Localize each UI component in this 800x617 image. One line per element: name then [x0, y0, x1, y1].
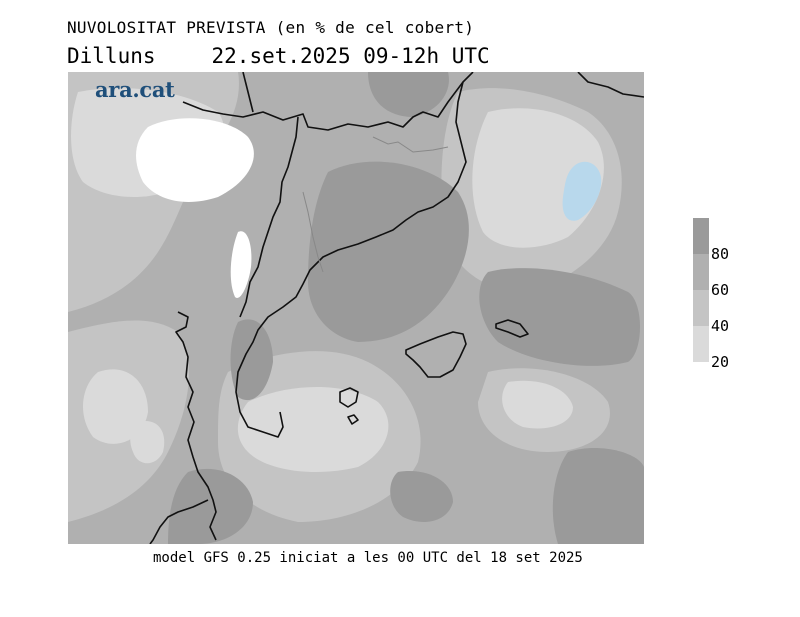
ara-cat-logo: ara.cat — [95, 77, 175, 102]
legend-swatch-light — [693, 290, 709, 326]
clear-sky-regions — [136, 118, 254, 298]
borders — [302, 136, 449, 273]
forecast-date: 22.set.2025 09-12h UTC — [211, 44, 490, 68]
cloud-cover-map — [68, 72, 644, 544]
islands — [339, 319, 529, 425]
island-mallorca — [405, 331, 467, 378]
legend-label-40: 40 — [711, 317, 730, 335]
island-menorca — [495, 319, 529, 338]
legend-swatch-dense — [693, 218, 709, 254]
legend-label-80: 80 — [711, 245, 730, 263]
forecast-day: Dilluns — [67, 44, 156, 68]
map-title: NUVOLOSITAT PREVISTA (en % de cel cobert… — [67, 18, 475, 37]
legend-label-60: 60 — [711, 281, 730, 299]
legend-label-20: 20 — [711, 353, 730, 371]
forecast-time: Dilluns 22.set.2025 09-12h UTC — [67, 44, 490, 68]
island-formentera — [347, 414, 359, 425]
cloud-cover-legend — [693, 218, 709, 362]
model-info: model GFS 0.25 iniciat a les 00 UTC del … — [153, 550, 583, 566]
island-eivissa — [339, 387, 359, 408]
legend-swatch-mid — [693, 254, 709, 290]
cloud-dense-regions — [168, 72, 644, 544]
legend-swatch-lighter — [693, 326, 709, 362]
lake — [562, 161, 602, 221]
coastlines — [149, 72, 644, 544]
